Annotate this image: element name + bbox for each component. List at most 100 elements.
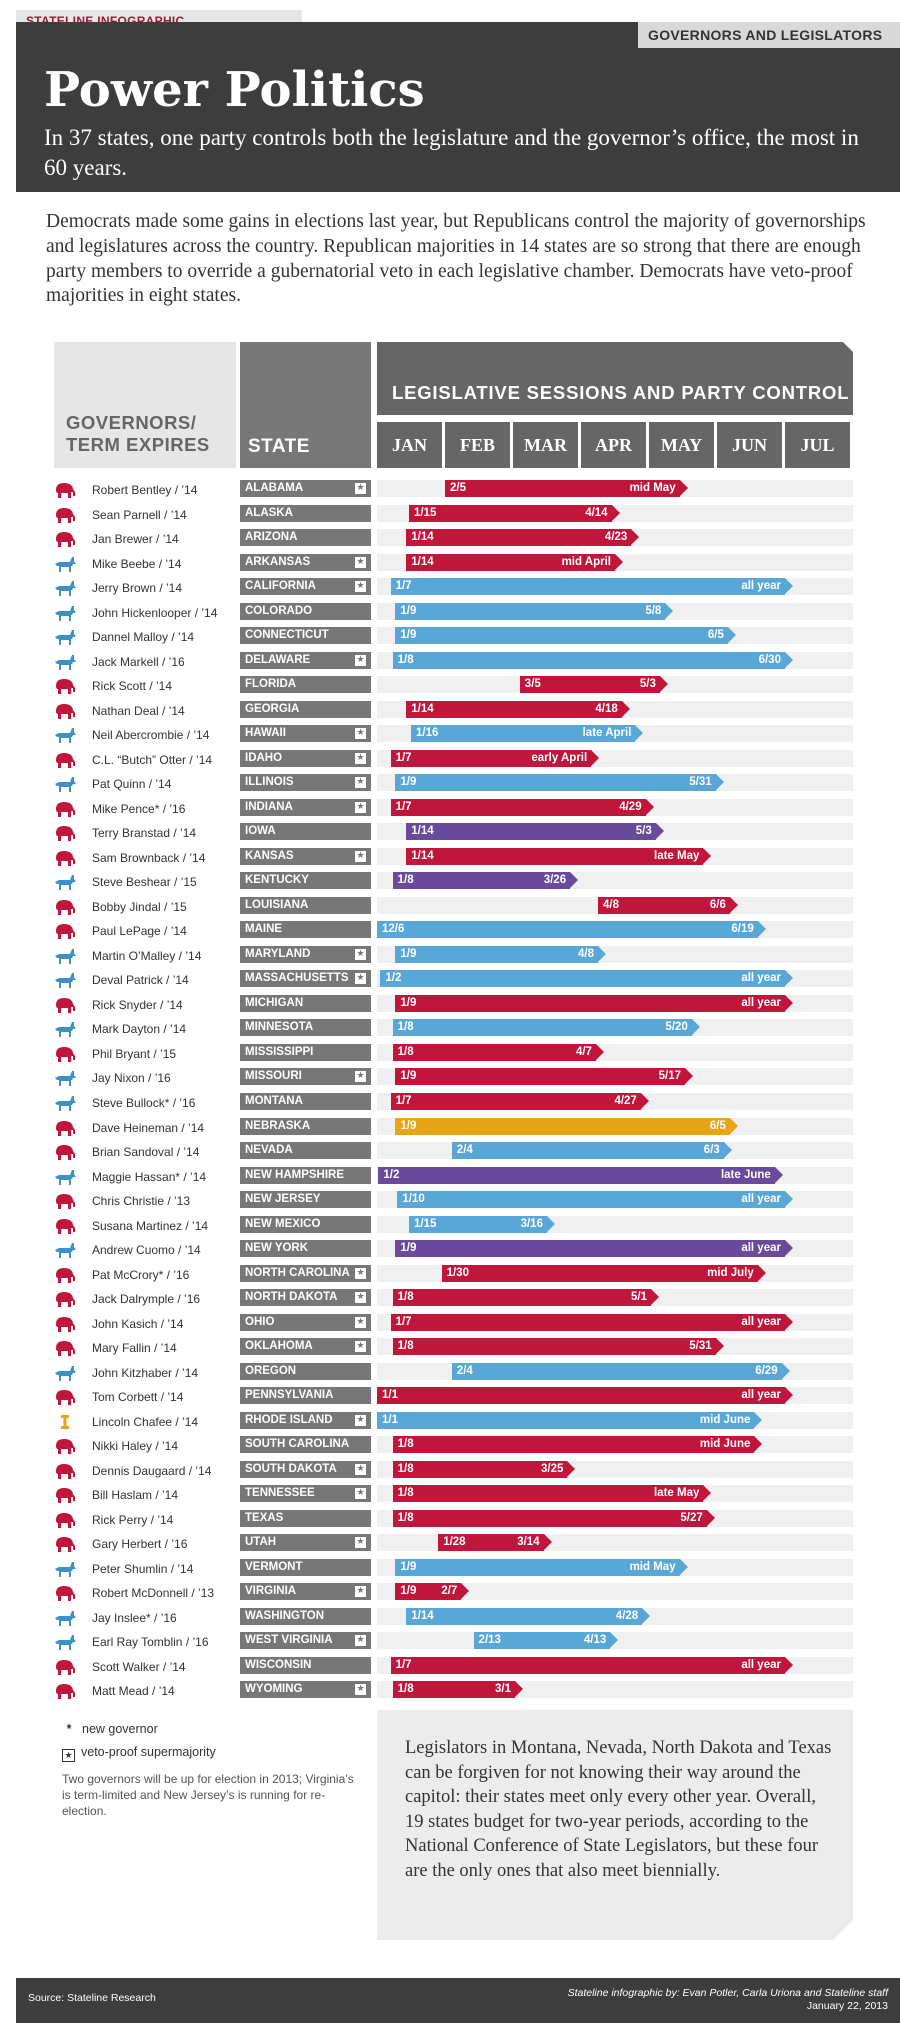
elephant-icon: [56, 703, 75, 719]
bar-arrow: [614, 553, 623, 570]
session-end-label: all year: [741, 1658, 781, 1671]
elephant-icon: [56, 1684, 75, 1700]
governor-name: Mike Pence* / ’16: [92, 801, 186, 816]
session-end-label: late June: [720, 1168, 771, 1181]
session-bar: 1/30 mid July: [441, 1264, 766, 1282]
bar-arrow: [635, 725, 644, 742]
section-tag: GOVERNORS AND LEGISLATORS: [638, 22, 900, 48]
session-end-label: mid June: [699, 1413, 751, 1426]
session-end-label: late May: [654, 849, 700, 862]
bar-arrow: [685, 1068, 694, 1085]
table-row: Peter Shumlin / ’14 VERMONT 1/9 mid May: [0, 1556, 900, 1580]
bar-arrow: [659, 676, 668, 693]
bar-arrow: [715, 1338, 724, 1355]
donkey-icon: [55, 875, 76, 891]
governor-name: Dennis Daugaard / ’14: [92, 1463, 212, 1478]
session-end-label: 6/29: [755, 1364, 778, 1377]
state-label: UTAH ★: [240, 1534, 371, 1552]
elephant-icon: [56, 1659, 75, 1675]
table-row: Nikki Haley / ’14 SOUTH CAROLINA 1/8 mid Ju…: [0, 1433, 900, 1457]
session-bar: 1/9 mid May: [395, 1558, 688, 1576]
legend-new-governor: * new governor: [62, 1722, 362, 1736]
governor-name: Martin O’Malley / ’14: [92, 948, 202, 963]
bar-arrow: [665, 602, 674, 619]
state-label: RHODE ISLAND ★: [240, 1411, 371, 1429]
bar-arrow: [703, 1485, 712, 1502]
state-label: WASHINGTON: [240, 1607, 371, 1625]
state-label: MINNESOTA: [240, 1019, 371, 1037]
session-bar: 2/13 4/13: [473, 1632, 619, 1650]
governor-name: Robert Bentley / ’14: [92, 483, 198, 497]
governor-name: Phil Bryant / ’15: [92, 1046, 177, 1061]
governor-name: Jay Nixon / ’16: [92, 1071, 171, 1086]
bar-arrow: [546, 1215, 555, 1232]
governor-name: Maggie Hassan* / ’14: [92, 1169, 207, 1184]
elephant-icon: [56, 1145, 75, 1161]
state-label: WISCONSIN: [240, 1656, 371, 1674]
page-subtitle: In 37 states, one party controls both th…: [44, 125, 859, 180]
state-label: NEBRASKA: [240, 1117, 371, 1135]
governor-name: Chris Christie / ’13: [92, 1194, 191, 1209]
session-bar: 1/2 late June: [378, 1166, 783, 1184]
session-start-label: 2/13: [478, 1634, 501, 1647]
sessions-header: LEGISLATIVE SESSIONS AND PARTY CONTROL: [377, 342, 853, 415]
state-label: NORTH CAROLINA ★: [240, 1264, 371, 1282]
session-end-label: early April: [531, 751, 588, 764]
bar-arrow: [642, 1607, 651, 1624]
session-end-label: 3/16: [520, 1217, 543, 1230]
veto-star-icon: ★: [355, 850, 366, 862]
session-end-label: 5/17: [658, 1070, 682, 1083]
governor-name: Jack Markell / ’16: [92, 654, 185, 669]
bar-arrow: [757, 1264, 766, 1281]
session-start-label: 1/8: [397, 1683, 414, 1696]
session-bar: 1/14 5/3: [406, 823, 664, 841]
bar-arrow: [729, 896, 738, 913]
bar-arrow: [461, 1583, 470, 1600]
session-end-label: all year: [741, 1315, 781, 1328]
state-label: MISSISSIPPI: [240, 1043, 371, 1061]
bar-arrow: [679, 1558, 688, 1575]
session-start-label: 1/15: [413, 506, 437, 519]
session-end-label: 5/3: [635, 825, 652, 838]
credit-line: Stateline infographic by: Evan Potler, C…: [567, 1987, 888, 1999]
donkey-icon: [55, 1071, 76, 1087]
session-bar: 1/14 late May: [406, 847, 712, 865]
bar-arrow: [784, 651, 793, 668]
elephant-icon: [56, 924, 75, 940]
governor-name: Bobby Jindal / ’15: [92, 899, 187, 914]
session-bar: 1/9 6/5: [395, 1117, 738, 1135]
bar-arrow: [784, 970, 793, 987]
session-end-label: mid May: [629, 1560, 676, 1573]
session-bar: 1/1 all year: [377, 1387, 793, 1405]
donkey-icon: [55, 1169, 76, 1185]
session-start-label: 2/4: [456, 1364, 473, 1377]
veto-star-icon: ★: [355, 1684, 366, 1696]
source-note: Source: Stateline Research: [28, 1992, 156, 2004]
table-row: Scott Walker / ’14 WISCONSIN 1/7 all year: [0, 1654, 900, 1678]
table-row: Andrew Cuomo / ’14 NEW YORK 1/9 all year: [0, 1237, 900, 1261]
session-end-label: mid April: [561, 555, 611, 568]
state-label: SOUTH CAROLINA: [240, 1436, 371, 1454]
governor-name: Jerry Brown / ’14: [92, 581, 183, 596]
session-end-label: 4/29: [619, 800, 642, 813]
table-row: Rick Perry / ’14 TEXAS 1/8 5/27: [0, 1507, 900, 1531]
state-label: CALIFORNIA ★: [240, 578, 371, 596]
session-bar: 1/9 5/31: [395, 774, 724, 792]
session-bar: 1/15 3/16: [408, 1215, 555, 1233]
session-bar: 4/8 6/6: [598, 896, 738, 914]
governor-name: Rick Snyder / ’14: [92, 997, 183, 1012]
session-end-label: 5/8: [645, 604, 662, 617]
veto-star-icon: ★: [355, 1537, 366, 1549]
chart-title: LEGISLATIVE SESSIONS AND PARTY CONTROL: [392, 382, 850, 403]
session-start-label: 2/5: [450, 482, 466, 494]
session-start-label: 1/14: [411, 849, 434, 862]
state-label: OHIO ★: [240, 1313, 371, 1331]
bar-arrow: [591, 749, 600, 766]
session-end-label: 4/13: [583, 1634, 607, 1647]
month-label-jul: JUL: [785, 422, 850, 468]
state-label: NEW YORK: [240, 1240, 371, 1258]
intro-paragraph: Democrats made some gains in elections l…: [46, 211, 866, 307]
table-row: Earl Ray Tomblin / ’16 WEST VIRGINIA ★ 2/13…: [0, 1629, 900, 1653]
session-start-label: 12/6: [382, 923, 405, 936]
bar-arrow: [785, 1387, 793, 1404]
